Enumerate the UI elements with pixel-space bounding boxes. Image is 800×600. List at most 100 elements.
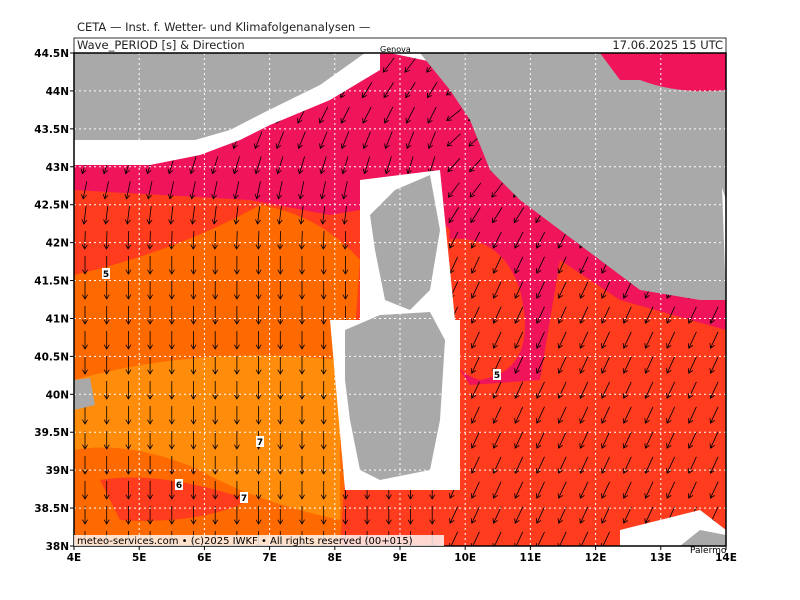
wave-arrow [125,356,132,375]
wave-arrow [622,406,632,424]
wave-arrow [446,133,461,147]
wave-arrow [299,506,305,525]
wave-arrow [601,356,610,374]
wave-arrow [470,456,480,474]
wave-arrow [125,256,132,275]
wave-arrow [362,131,371,150]
wave-arrow [492,406,502,424]
wave-arrow [709,381,719,399]
wave-arrow [299,306,305,325]
wave-arrow [535,406,545,424]
wave-arrow [492,207,503,224]
wave-arrow [470,406,480,424]
wave-arrow [514,306,524,324]
wave-arrow [709,481,719,499]
wave-arrow [666,481,676,499]
wave-arrow [275,131,285,150]
wave-arrow [277,431,284,450]
lon-label: 5E [132,552,146,564]
wave-arrow [687,381,697,399]
lat-label: 43N [46,162,69,174]
wave-arrow [233,506,240,525]
wave-arrow [168,331,175,350]
wave-arrow [103,381,110,400]
wave-arrow [82,356,88,375]
lon-label: 11E [520,552,542,564]
wave-arrow [299,381,305,400]
period-band [74,355,340,520]
wave-arrow [579,306,589,324]
wave-arrow [622,306,632,324]
wave-arrow [190,356,197,375]
wave-arrow [299,456,305,475]
contour-label-bg [175,479,183,490]
wave-arrow [318,106,329,124]
wave-arrow [385,506,392,525]
wave-arrow [82,431,88,450]
wave-arrow [212,506,219,525]
wave-arrow [622,481,632,499]
wave-arrow [299,256,305,275]
wave-arrow [470,506,480,524]
wave-arrow [255,356,262,375]
wave-arrow [579,356,589,374]
wave-arrow [666,356,676,374]
wave-arrow [212,481,219,500]
wave-arrow [492,481,502,499]
wave-arrow [82,256,88,275]
wave-arrow [362,106,372,124]
wave-arrow [644,331,654,349]
wave-arrow [125,306,132,325]
wave-arrow [147,281,154,300]
institute: CETA — Inst. f. Wetter- und Klimafolgena… [77,20,370,34]
wave-arrow [299,356,305,375]
lon-label: 12E [585,552,607,564]
wave-arrow [622,356,632,374]
wave-arrow [427,106,437,124]
wave-arrow [470,431,480,449]
wave-arrow [535,231,546,249]
wave-arrow [535,381,545,399]
contour-label-bg [493,369,501,380]
wave-arrow [579,431,589,449]
contour-label: 5 [103,270,109,280]
wave-arrow [125,331,132,350]
wave-arrow [470,306,480,324]
wave-arrow [210,156,219,175]
wave-arrow [168,406,175,425]
wave-arrow [514,281,524,299]
lon-label: 14E [715,552,737,564]
lon-label: 13E [650,552,672,564]
wave-arrow [255,206,261,225]
wave-arrow [277,381,284,400]
wave-arrow [470,381,480,399]
wave-arrow [168,230,175,250]
wave-arrow [644,356,654,374]
land [345,312,445,480]
wave-arrow [255,456,262,475]
wave-arrow [255,331,262,350]
wave-arrow [644,506,654,524]
wave-arrow [709,406,719,424]
wave-arrow [709,306,719,324]
wave-arrow [427,82,438,99]
wave-arrow [579,481,589,499]
wave-arrow [491,182,504,198]
wave-arrow [212,431,219,450]
period-band [600,53,726,92]
wave-arrow [687,481,697,499]
wave-arrow [276,156,284,175]
wave-arrow [535,506,545,524]
wave-arrow [470,231,481,249]
lon-label: 6E [197,552,211,564]
lat-label: 44.5N [34,48,69,60]
wave-arrow [255,230,262,250]
wave-arrow [298,230,305,250]
period-band [590,300,726,546]
wave-arrow [514,256,524,274]
wave-arrow [320,381,327,400]
wave-arrow [190,481,197,500]
wave-arrow [102,181,109,200]
wave-arrow [644,306,654,324]
wave-arrow [168,456,175,475]
